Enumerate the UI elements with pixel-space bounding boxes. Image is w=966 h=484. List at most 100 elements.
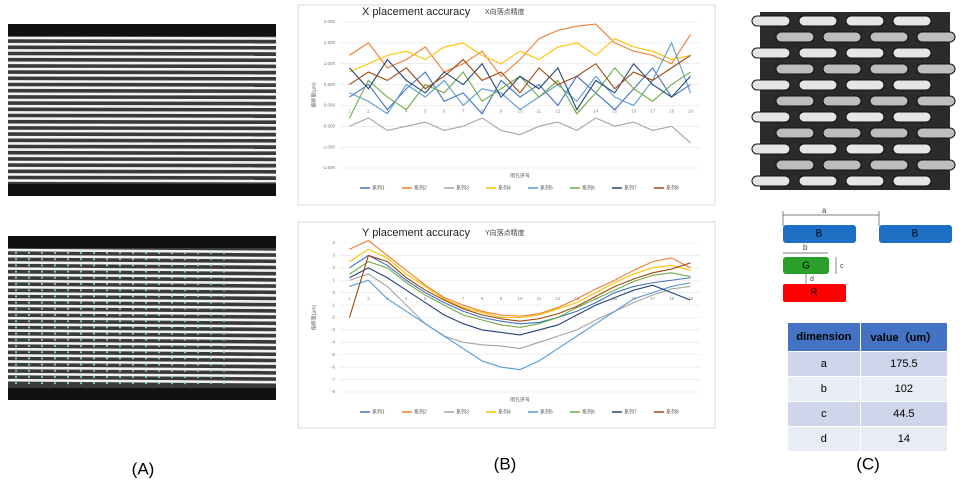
dot xyxy=(67,345,69,347)
dot xyxy=(80,351,82,353)
dot xyxy=(171,326,173,328)
dot xyxy=(106,252,108,254)
dot xyxy=(158,376,160,378)
dot xyxy=(210,382,212,384)
dot xyxy=(171,277,173,279)
dot xyxy=(197,339,199,341)
dot xyxy=(145,271,147,273)
legend-label: 系列3 xyxy=(456,184,469,191)
dot xyxy=(184,295,186,297)
table-cell: a xyxy=(788,352,861,377)
dot xyxy=(80,370,82,372)
dot xyxy=(210,277,212,279)
micro-cell xyxy=(846,48,884,58)
dot xyxy=(184,264,186,266)
dot xyxy=(80,283,82,285)
micro-cell xyxy=(752,112,790,122)
dot xyxy=(210,320,212,322)
dot xyxy=(80,364,82,366)
dot xyxy=(210,333,212,335)
dot xyxy=(54,308,56,310)
micro-cell xyxy=(752,80,790,90)
stripe xyxy=(8,69,276,70)
dot xyxy=(41,289,43,291)
stripe-photos xyxy=(8,24,276,400)
dot xyxy=(119,302,121,304)
dot xyxy=(210,339,212,341)
micro-cell xyxy=(776,128,814,138)
dot xyxy=(15,339,17,341)
dim-label: c xyxy=(840,263,844,270)
legend-label: 系列1 xyxy=(372,408,385,415)
dot xyxy=(106,308,108,310)
dot xyxy=(223,258,225,260)
dot xyxy=(80,382,82,384)
dot xyxy=(93,302,95,304)
micro-cell xyxy=(893,80,931,90)
dot xyxy=(145,326,147,328)
dot xyxy=(223,357,225,359)
stripe xyxy=(8,125,276,126)
x-tick-label: 19 xyxy=(688,296,694,301)
dot xyxy=(210,326,212,328)
micro-cell xyxy=(870,32,908,42)
dot xyxy=(119,283,121,285)
dot xyxy=(41,314,43,316)
dot xyxy=(106,339,108,341)
dot xyxy=(93,264,95,266)
dot xyxy=(80,271,82,273)
dot xyxy=(158,283,160,285)
dot xyxy=(132,314,134,316)
dot xyxy=(28,351,30,353)
y-tick-label: 0.500 xyxy=(324,82,336,87)
dot xyxy=(41,370,43,372)
dot xyxy=(119,289,121,291)
x-tick-label: 12 xyxy=(555,109,561,114)
dot xyxy=(145,264,147,266)
stripe xyxy=(8,119,276,120)
dim-label: a xyxy=(822,206,827,215)
dot xyxy=(28,339,30,341)
dot xyxy=(106,302,108,304)
dot xyxy=(145,314,147,316)
dot xyxy=(210,302,212,304)
dot xyxy=(158,345,160,347)
x-tick-label: 17 xyxy=(650,109,656,114)
dot xyxy=(158,326,160,328)
legend-label: 系列5 xyxy=(540,408,553,415)
dot xyxy=(15,364,17,366)
dot xyxy=(210,289,212,291)
dot xyxy=(93,283,95,285)
dot xyxy=(158,351,160,353)
stripe xyxy=(8,106,276,107)
dot xyxy=(41,357,43,359)
dot xyxy=(54,351,56,353)
dot xyxy=(145,333,147,335)
dot xyxy=(184,308,186,310)
y-axis-label: 偏移量(μm) xyxy=(310,304,317,330)
dot xyxy=(93,376,95,378)
x-tick-label: 17 xyxy=(650,296,656,301)
dot xyxy=(41,333,43,335)
dot xyxy=(158,333,160,335)
x-tick-label: 16 xyxy=(631,109,637,114)
dot xyxy=(210,252,212,254)
micro-cell xyxy=(917,96,955,106)
dot xyxy=(158,277,160,279)
table-cell: d xyxy=(788,427,861,452)
dot xyxy=(223,252,225,254)
dot xyxy=(41,258,43,260)
dot xyxy=(93,326,95,328)
table-cell: c xyxy=(788,402,861,427)
dot xyxy=(80,308,82,310)
dot xyxy=(28,277,30,279)
micro-cell xyxy=(893,48,931,58)
micro-cell xyxy=(823,32,861,42)
dot xyxy=(15,326,17,328)
dot xyxy=(184,364,186,366)
stripe xyxy=(8,112,276,113)
dot xyxy=(106,345,108,347)
dot xyxy=(171,302,173,304)
dot xyxy=(119,271,121,273)
dot xyxy=(158,370,160,372)
